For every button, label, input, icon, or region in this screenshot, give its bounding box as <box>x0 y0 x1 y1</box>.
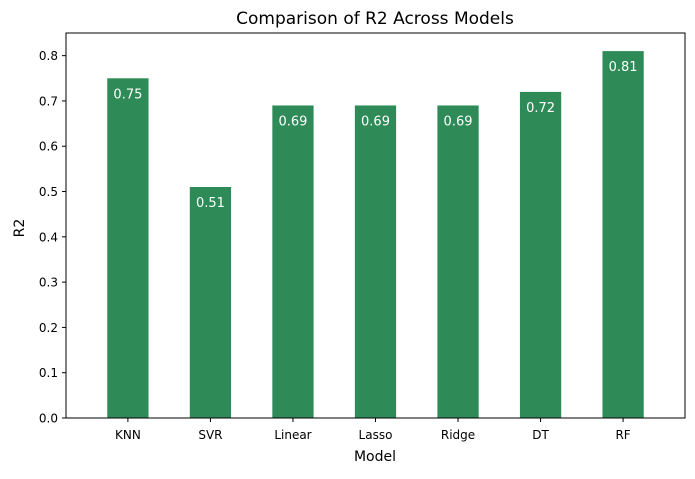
y-tick-label: 0.3 <box>39 276 58 290</box>
bar-value-label: 0.51 <box>196 196 225 211</box>
bar-ridge <box>437 105 479 419</box>
y-tick-label: 0.0 <box>39 412 58 426</box>
y-tick-label: 0.6 <box>39 140 58 154</box>
plot-frame <box>65 32 686 419</box>
bar-value-label: 0.75 <box>113 87 142 102</box>
bar-rf <box>602 51 644 418</box>
x-tick-label: RF <box>615 428 630 442</box>
y-tick-label: 0.2 <box>39 321 58 335</box>
bar-knn <box>107 78 149 418</box>
bar-svr <box>189 187 232 418</box>
y-axis-label: R2 <box>12 219 28 238</box>
bar-labels-layer: 0.75 0.51 0.69 0.69 0.69 0.72 0.81 <box>113 60 637 211</box>
x-axis-label: Model <box>354 449 396 465</box>
bar-value-label: 0.81 <box>609 60 638 75</box>
bar-value-label: 0.69 <box>444 114 473 129</box>
x-tick-label: KNN <box>115 428 141 442</box>
bars-layer <box>107 51 644 419</box>
y-tick-label: 0.7 <box>39 94 58 108</box>
bar-value-label: 0.69 <box>361 114 390 129</box>
x-tick-label: DT <box>532 428 549 442</box>
bar-dt <box>519 91 562 418</box>
x-tick-label: Lasso <box>359 428 393 442</box>
chart-title: Comparison of R2 Across Models <box>236 9 514 29</box>
bar-lasso <box>354 105 397 419</box>
y-tick-label: 0.5 <box>39 185 58 199</box>
bar-linear <box>272 105 314 419</box>
x-tick-label: Ridge <box>441 428 475 442</box>
x-tick-label: Linear <box>274 428 311 442</box>
y-tick-label: 0.1 <box>39 366 58 380</box>
bar-value-label: 0.72 <box>526 101 555 116</box>
x-axis: KNN SVR Linear Lasso Ridge DT RF <box>115 418 631 442</box>
y-tick-label: 0.4 <box>39 230 58 244</box>
y-axis: 0.0 0.1 0.2 0.3 0.4 0.5 0.6 0.7 0.8 <box>39 49 66 426</box>
x-tick-label: SVR <box>198 428 222 442</box>
bar-value-label: 0.69 <box>278 114 307 129</box>
y-tick-label: 0.8 <box>39 49 58 63</box>
